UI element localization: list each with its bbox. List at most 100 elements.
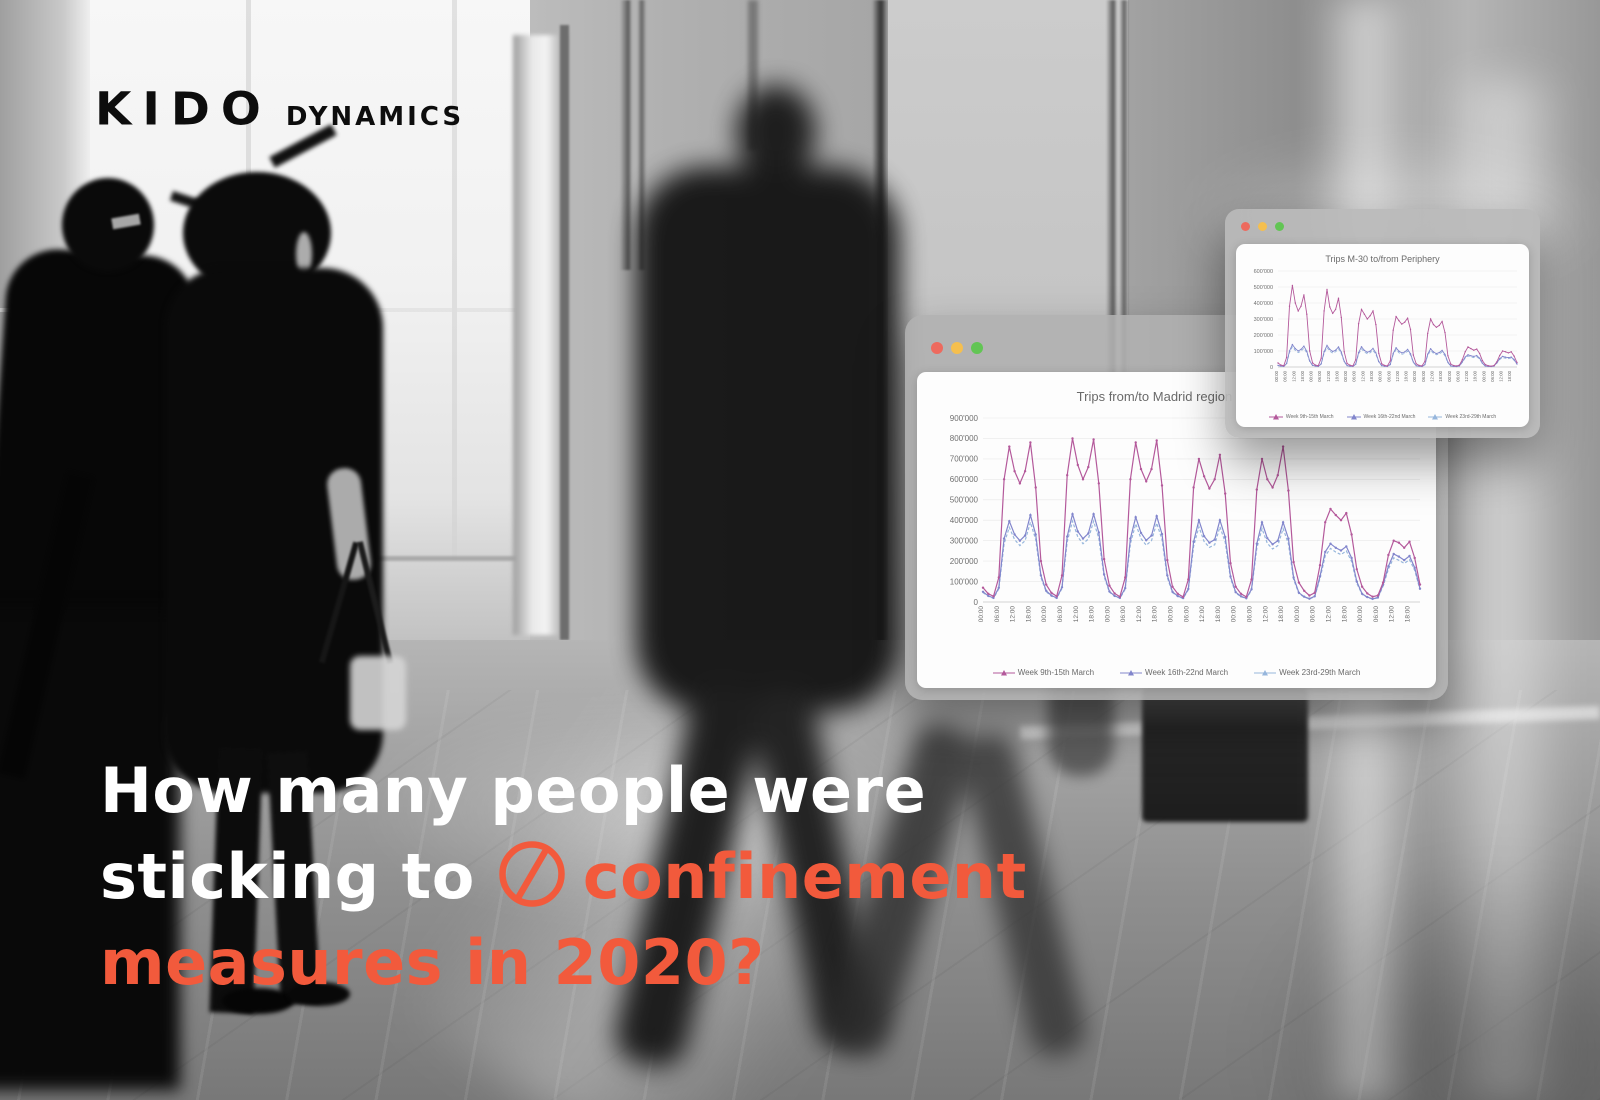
svg-text:800'000: 800'000 — [950, 434, 979, 443]
chart-title: Trips M-30 to/from Periphery — [1325, 254, 1440, 264]
svg-text:00:00: 00:00 — [1412, 370, 1417, 381]
svg-text:06:00: 06:00 — [1490, 370, 1495, 381]
legend-label: Week 23rd-29th March — [1445, 414, 1497, 420]
svg-text:0: 0 — [1270, 365, 1273, 371]
svg-text:06:00: 06:00 — [1317, 370, 1322, 381]
svg-text:600'000: 600'000 — [1254, 269, 1273, 275]
svg-text:900'000: 900'000 — [950, 414, 979, 423]
svg-text:18:00: 18:00 — [1089, 606, 1096, 623]
m30-chart: 600'000 500'000 400'000 300'000 200'000 100'0… — [1236, 266, 1529, 400]
svg-text:12:00: 12:00 — [1010, 606, 1017, 623]
zoom-button[interactable] — [971, 342, 983, 354]
svg-text:18:00: 18:00 — [1215, 606, 1222, 623]
headline-line1: How many people were — [100, 754, 927, 827]
walker-torso — [636, 167, 900, 712]
svg-text:00:00: 00:00 — [1168, 606, 1175, 623]
svg-text:12:00: 12:00 — [1136, 606, 1143, 623]
blurred-walker-silhouette — [598, 85, 938, 1075]
walker-head — [736, 85, 816, 180]
svg-text:06:00: 06:00 — [1183, 606, 1190, 623]
svg-text:18:00: 18:00 — [1473, 370, 1478, 381]
svg-text:400'000: 400'000 — [1254, 301, 1273, 307]
svg-text:00:00: 00:00 — [1294, 606, 1301, 623]
svg-text:00:00: 00:00 — [1357, 606, 1364, 623]
svg-text:06:00: 06:00 — [1310, 606, 1317, 623]
svg-text:12:00: 12:00 — [1325, 606, 1332, 623]
svg-text:12:00: 12:00 — [1326, 370, 1331, 381]
svg-text:06:00: 06:00 — [1386, 370, 1391, 381]
man-silhouette-head — [62, 178, 154, 272]
svg-text:0: 0 — [974, 598, 979, 607]
svg-text:18:00: 18:00 — [1334, 370, 1339, 381]
handbag — [350, 656, 406, 730]
svg-text:400'000: 400'000 — [950, 516, 979, 525]
headline: How many people were sticking to confinem… — [100, 748, 1027, 1006]
svg-text:12:00: 12:00 — [1073, 606, 1080, 623]
svg-text:600'000: 600'000 — [950, 475, 979, 484]
background-wall-seam — [748, 0, 758, 150]
svg-text:00:00: 00:00 — [1343, 370, 1348, 381]
svg-text:100'000: 100'000 — [950, 577, 979, 586]
svg-text:00:00: 00:00 — [1041, 606, 1048, 623]
svg-text:06:00: 06:00 — [994, 606, 1001, 623]
svg-text:12:00: 12:00 — [1395, 370, 1400, 381]
woman-shoe — [288, 982, 350, 1006]
svg-text:12:00: 12:00 — [1199, 606, 1206, 623]
legend-marker-icon — [1428, 414, 1443, 420]
window-titlebar[interactable] — [931, 342, 983, 354]
legend-label: Week 23rd-29th March — [1279, 668, 1361, 677]
svg-text:00:00: 00:00 — [1309, 370, 1314, 381]
svg-text:100'000: 100'000 — [1254, 349, 1273, 355]
svg-text:00:00: 00:00 — [1104, 606, 1111, 623]
no-entry-icon — [499, 841, 565, 907]
legend-item: Week 23rd-29th March — [1428, 413, 1496, 421]
svg-text:18:00: 18:00 — [1341, 606, 1348, 623]
legend-label: Week 9th-15th March — [1017, 668, 1095, 677]
svg-text:12:00: 12:00 — [1389, 606, 1396, 623]
minimize-button[interactable] — [1258, 222, 1267, 231]
background-door — [513, 35, 567, 635]
zoom-button[interactable] — [1275, 222, 1284, 231]
svg-text:06:00: 06:00 — [1283, 370, 1288, 381]
svg-text:18:00: 18:00 — [1369, 370, 1374, 381]
legend-item: Week 16th-22nd March — [1346, 413, 1416, 421]
svg-text:18:00: 18:00 — [1438, 370, 1443, 381]
legend-label: Week 9th-15th March — [1285, 414, 1334, 420]
svg-text:200'000: 200'000 — [950, 557, 979, 566]
legend-label: Week 16th-22nd March — [1145, 668, 1229, 677]
woman-face-highlight — [296, 232, 312, 276]
chart-legend: Week 9th-15th March Week 16th-22nd March W… — [917, 668, 1436, 677]
minimize-button[interactable] — [951, 342, 963, 354]
svg-text:18:00: 18:00 — [1507, 370, 1512, 381]
chart-legend: Week 9th-15th March Week 16th-22nd March W… — [1236, 413, 1529, 421]
svg-text:06:00: 06:00 — [1352, 370, 1357, 381]
legend-item: Week 23rd-29th March — [1254, 668, 1360, 677]
svg-text:18:00: 18:00 — [1152, 606, 1159, 623]
svg-text:00:00: 00:00 — [1481, 370, 1486, 381]
svg-text:500'000: 500'000 — [1254, 285, 1273, 291]
legend-label: Week 16th-22nd March — [1363, 414, 1416, 420]
close-button[interactable] — [1241, 222, 1250, 231]
svg-text:00:00: 00:00 — [1447, 370, 1452, 381]
svg-text:18:00: 18:00 — [1300, 370, 1305, 381]
background-bin — [1142, 688, 1308, 822]
kido-dynamics-logo: KIDO DYNAMICS — [95, 82, 464, 137]
svg-text:12:00: 12:00 — [1429, 370, 1434, 381]
chart-window-m30[interactable]: Trips M-30 to/from Periphery 600'000 500'… — [1225, 209, 1540, 438]
svg-text:06:00: 06:00 — [1455, 370, 1460, 381]
chart-card-m30: Trips M-30 to/from Periphery 600'000 500'… — [1236, 244, 1529, 427]
legend-marker-icon — [1346, 414, 1361, 420]
svg-text:06:00: 06:00 — [1247, 606, 1254, 623]
close-button[interactable] — [931, 342, 943, 354]
logo-wordmark: KIDO — [95, 83, 272, 136]
svg-text:18:00: 18:00 — [1404, 370, 1409, 381]
window-titlebar[interactable] — [1241, 222, 1284, 231]
background-panel-seam — [452, 0, 457, 560]
svg-text:06:00: 06:00 — [1120, 606, 1127, 623]
svg-text:18:00: 18:00 — [1404, 606, 1411, 623]
svg-text:300'000: 300'000 — [1254, 317, 1273, 323]
svg-text:200'000: 200'000 — [1254, 333, 1273, 339]
svg-text:12:00: 12:00 — [1360, 370, 1365, 381]
svg-text:18:00: 18:00 — [1278, 606, 1285, 623]
